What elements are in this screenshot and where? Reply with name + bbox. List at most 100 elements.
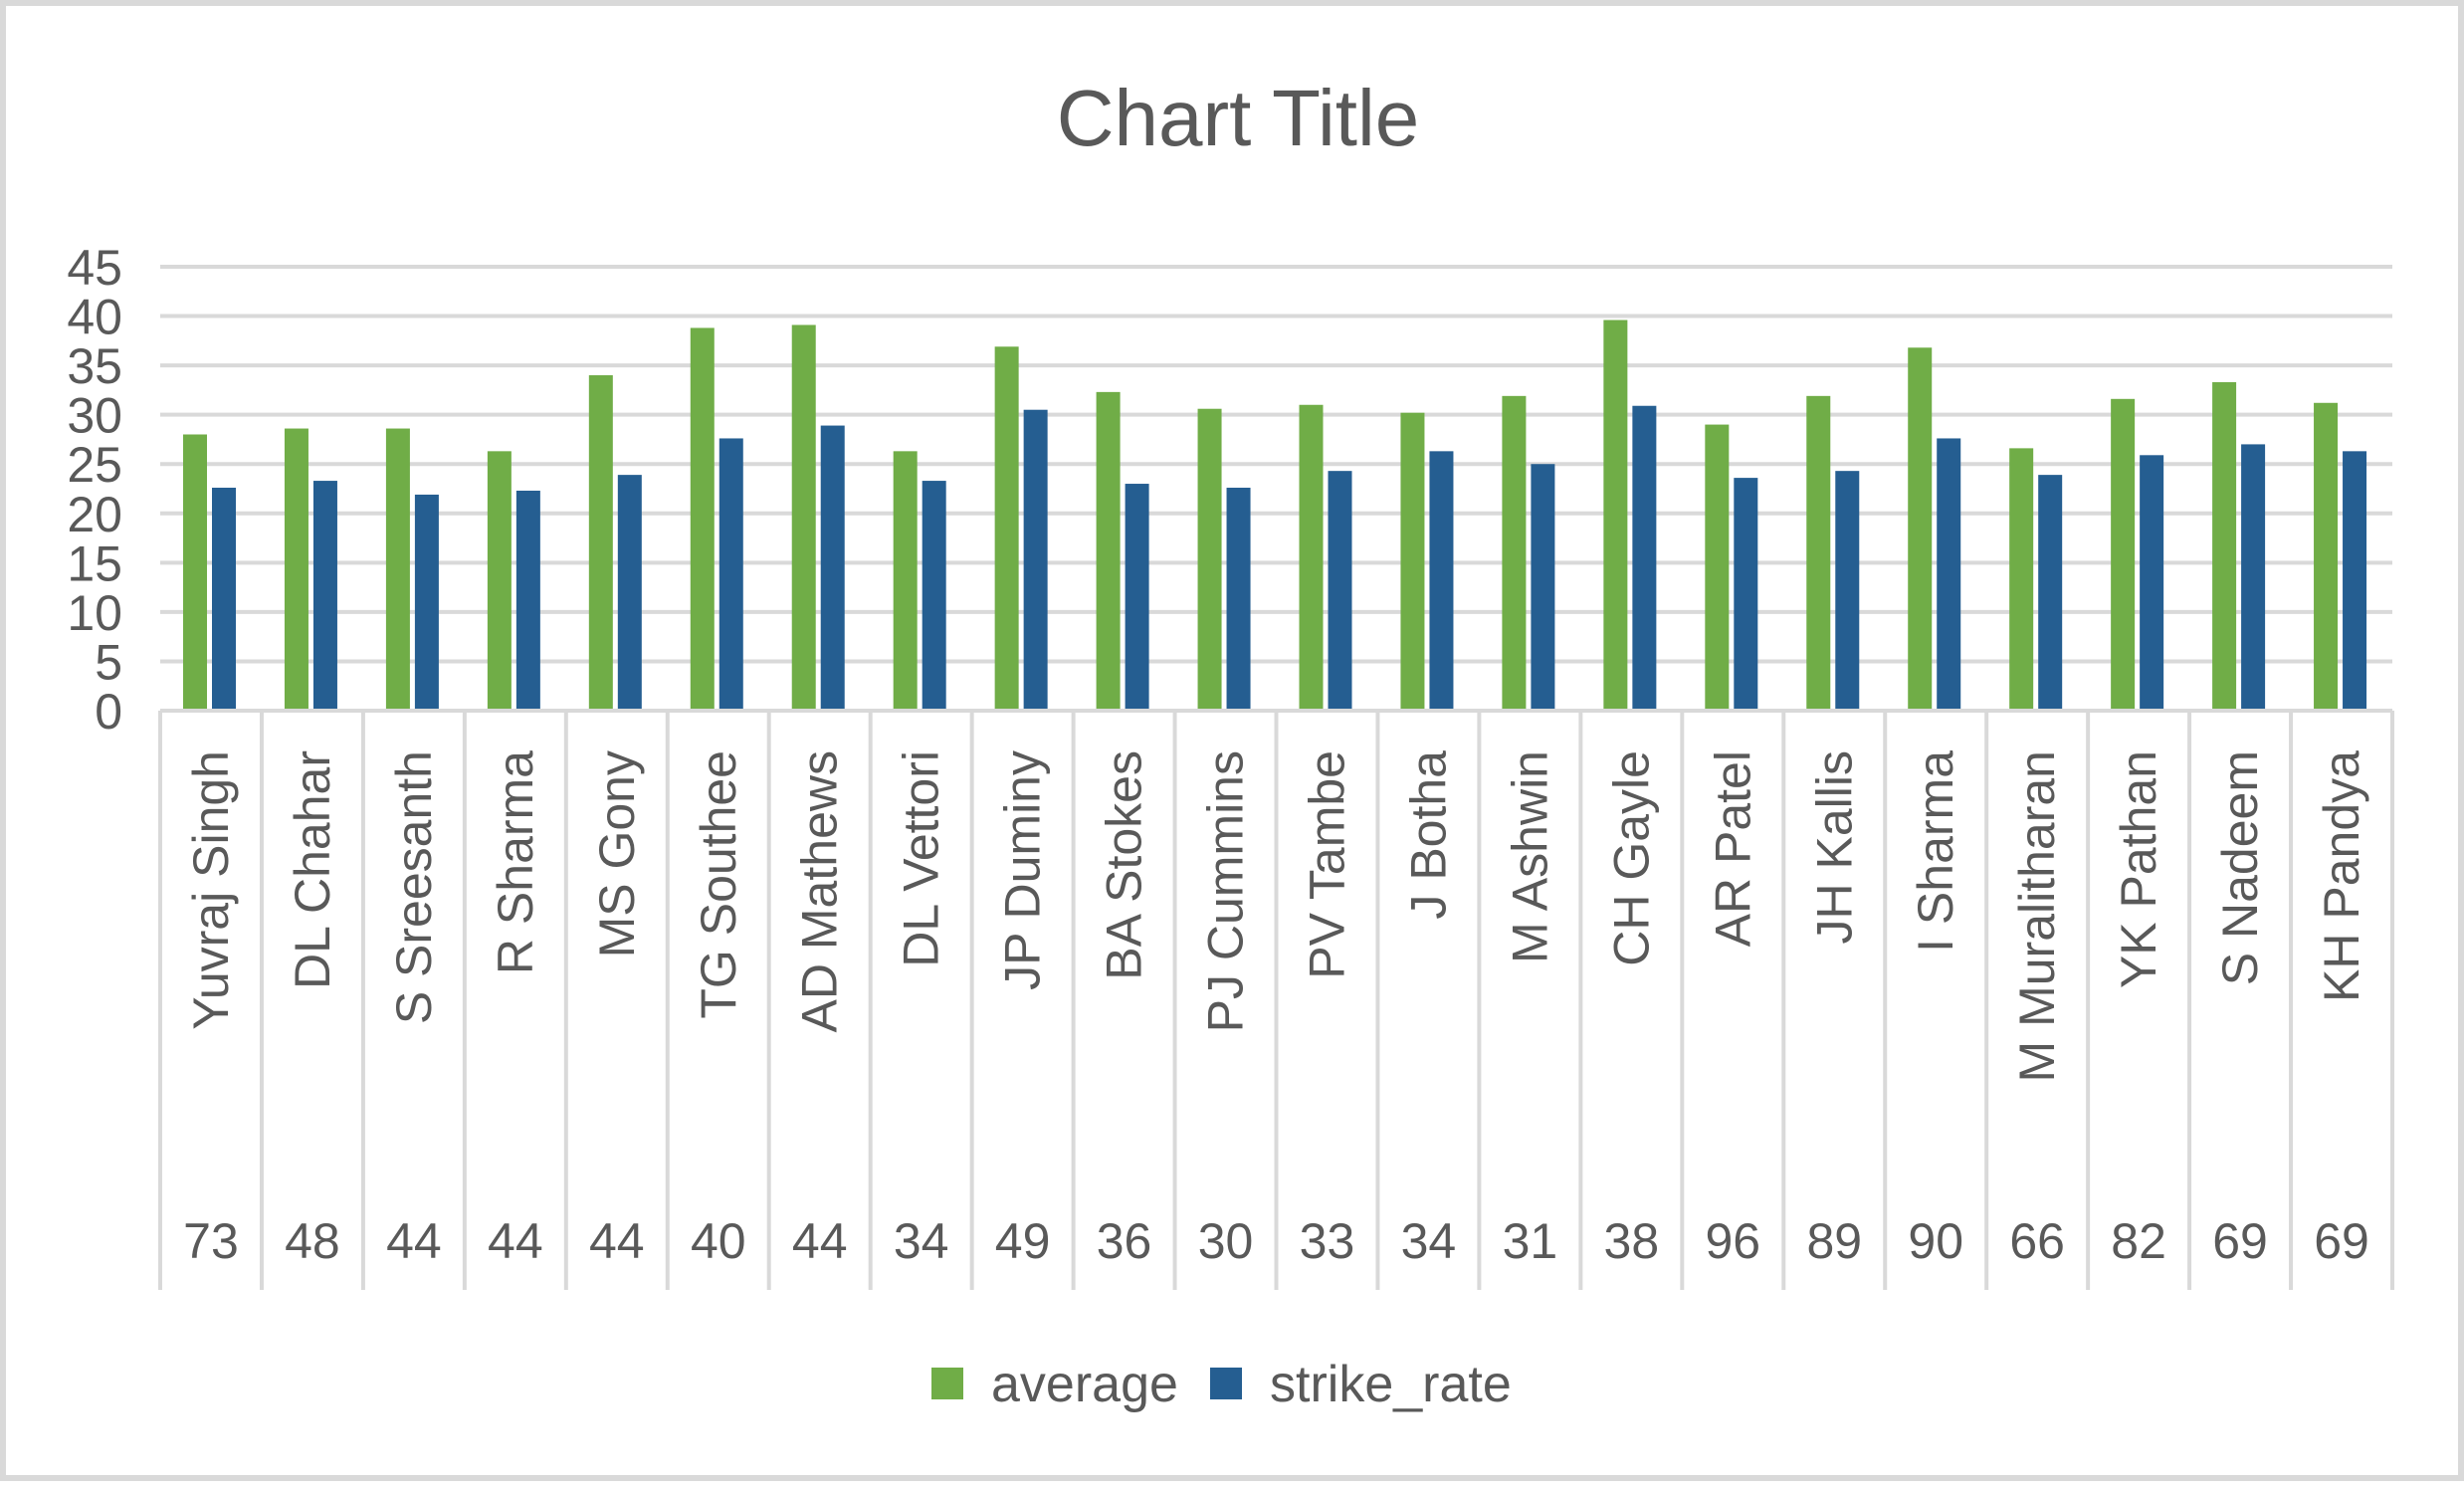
bar-strike_rate [2241, 444, 2266, 711]
bar-strike_rate [1937, 438, 1961, 711]
x-group-label: 66 [2009, 1213, 2065, 1269]
bar-strike_rate [1125, 484, 1149, 711]
bar-strike_rate [1835, 471, 1860, 711]
x-group-label: 96 [1705, 1213, 1760, 1269]
legend-label-strike_rate: strike_rate [1270, 1356, 1512, 1413]
bar-strike_rate [922, 481, 946, 711]
x-group-label: 33 [1300, 1213, 1355, 1269]
x-group-label: 34 [1401, 1213, 1457, 1269]
bar-average [2111, 398, 2136, 711]
x-group-label: 44 [488, 1213, 543, 1269]
x-group-label: 34 [894, 1213, 949, 1269]
bar-average [1908, 347, 1933, 711]
y-tick-label: 40 [67, 290, 122, 345]
x-tick-label: AR Patel [1705, 750, 1760, 947]
x-group-label: 31 [1503, 1213, 1558, 1269]
x-tick-label: CH Gayle [1603, 750, 1659, 966]
legend-label-average: average [991, 1356, 1178, 1413]
bar-strike_rate [414, 494, 439, 711]
bar-strike_rate [1023, 409, 1048, 711]
bar-average [588, 375, 613, 711]
x-tick-label: Yuvraj Singh [183, 750, 239, 1030]
bar-average [1197, 408, 1222, 711]
x-group-label: 48 [285, 1213, 340, 1269]
y-tick-label: 5 [95, 634, 122, 690]
bar-average [1705, 424, 1730, 711]
bar-strike_rate [2140, 455, 2164, 711]
x-tick-label: PJ Cummins [1198, 750, 1254, 1032]
x-tick-label: DL Chahar [285, 750, 340, 989]
x-group-label: 69 [2212, 1213, 2268, 1269]
bar-strike_rate [1328, 471, 1352, 711]
bar-average [791, 324, 816, 711]
x-tick-label: KH Pandya [2314, 750, 2369, 1002]
x-group-label: 38 [1604, 1213, 1660, 1269]
legend-swatch-strike_rate [1210, 1368, 1242, 1399]
bar-average [1400, 412, 1425, 711]
bar-average [1299, 404, 1324, 711]
x-group-label: 30 [1198, 1213, 1254, 1269]
x-group-label: 73 [183, 1213, 239, 1269]
bar-strike_rate [719, 438, 743, 711]
x-group-label: 44 [792, 1213, 848, 1269]
bar-average [1096, 391, 1121, 711]
bar-average [183, 434, 207, 711]
bar-average [487, 451, 512, 711]
x-group-label: 49 [995, 1213, 1051, 1269]
x-tick-label: MS Gony [589, 750, 645, 957]
bar-strike_rate [1734, 478, 1758, 711]
bar-average [2314, 402, 2339, 711]
bar-strike_rate [1531, 464, 1555, 711]
legend-swatch-average [931, 1368, 963, 1399]
x-group-label: 82 [2111, 1213, 2166, 1269]
x-axis: Yuvraj Singh DL Chahar S Sreesanth R Sharma… [158, 709, 2394, 1290]
bar-strike_rate [820, 425, 845, 711]
x-group-label: 36 [1097, 1213, 1152, 1269]
x-tick-label: JP Duminy [995, 750, 1051, 990]
bar-strike_rate [2038, 475, 2063, 711]
bar-strike_rate [1226, 488, 1251, 711]
bar-average [690, 327, 715, 711]
x-tick-label: M Muralitharan [2009, 750, 2065, 1082]
bar-strike_rate [312, 481, 337, 711]
x-tick-label: S Sreesanth [386, 750, 442, 1024]
bar-average [385, 428, 410, 711]
x-tick-label: DL Vettori [894, 750, 949, 967]
x-group-label: 69 [2314, 1213, 2369, 1269]
bar-strike_rate [212, 488, 236, 711]
x-group-label: 89 [1806, 1213, 1862, 1269]
x-group-label: 44 [589, 1213, 645, 1269]
y-tick-label: 45 [67, 240, 122, 296]
legend: average strike_rate [931, 1356, 1512, 1413]
x-tick-label: JH Kallis [1806, 750, 1862, 944]
y-tick-label: 10 [67, 585, 122, 641]
bar-average [893, 451, 918, 711]
x-group-label: 40 [691, 1213, 746, 1269]
x-tick-label: YK Pathan [2111, 750, 2166, 988]
bar-average [994, 346, 1019, 711]
x-tick-label: S Nadeem [2212, 750, 2268, 985]
bar-average [2212, 381, 2237, 711]
x-group-label: 44 [386, 1213, 442, 1269]
bar-strike_rate [1632, 405, 1657, 711]
bar-average [284, 428, 308, 711]
y-tick-label: 30 [67, 388, 122, 444]
bar-strike_rate [2343, 451, 2367, 711]
bar-strike_rate [1429, 451, 1454, 711]
y-tick-label: 15 [67, 535, 122, 591]
bar-strike_rate [515, 490, 540, 711]
x-tick-label: I Sharma [1908, 750, 1963, 953]
x-tick-label: M Ashwin [1502, 750, 1557, 963]
bar-average [1502, 395, 1527, 711]
y-tick-label: 20 [67, 487, 122, 542]
bar-average [2009, 448, 2034, 711]
y-tick-label: 35 [67, 338, 122, 394]
bar-strike_rate [617, 475, 642, 711]
x-tick-label: BA Stokes [1097, 750, 1152, 980]
bars [183, 319, 2367, 711]
bar-average [1603, 319, 1628, 711]
y-tick-label: 0 [95, 684, 122, 740]
